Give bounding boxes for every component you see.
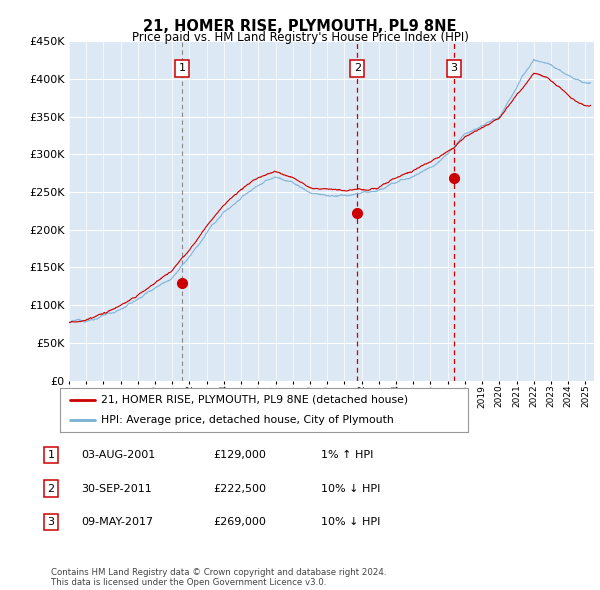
Text: 1: 1 — [179, 64, 186, 73]
Text: 21, HOMER RISE, PLYMOUTH, PL9 8NE: 21, HOMER RISE, PLYMOUTH, PL9 8NE — [143, 19, 457, 34]
Text: Contains HM Land Registry data © Crown copyright and database right 2024.
This d: Contains HM Land Registry data © Crown c… — [51, 568, 386, 587]
Text: 2: 2 — [354, 64, 361, 73]
Text: Price paid vs. HM Land Registry's House Price Index (HPI): Price paid vs. HM Land Registry's House … — [131, 31, 469, 44]
Text: £222,500: £222,500 — [213, 484, 266, 493]
Text: 3: 3 — [47, 517, 55, 527]
Text: £269,000: £269,000 — [213, 517, 266, 527]
Text: 1: 1 — [47, 450, 55, 460]
Text: 09-MAY-2017: 09-MAY-2017 — [81, 517, 153, 527]
Text: 2: 2 — [47, 484, 55, 493]
Text: 10% ↓ HPI: 10% ↓ HPI — [321, 517, 380, 527]
Text: £129,000: £129,000 — [213, 450, 266, 460]
Text: HPI: Average price, detached house, City of Plymouth: HPI: Average price, detached house, City… — [101, 415, 394, 425]
Text: 1% ↑ HPI: 1% ↑ HPI — [321, 450, 373, 460]
Text: 3: 3 — [450, 64, 457, 73]
Text: 30-SEP-2011: 30-SEP-2011 — [81, 484, 152, 493]
Text: 03-AUG-2001: 03-AUG-2001 — [81, 450, 155, 460]
Text: 10% ↓ HPI: 10% ↓ HPI — [321, 484, 380, 493]
Text: 21, HOMER RISE, PLYMOUTH, PL9 8NE (detached house): 21, HOMER RISE, PLYMOUTH, PL9 8NE (detac… — [101, 395, 408, 405]
